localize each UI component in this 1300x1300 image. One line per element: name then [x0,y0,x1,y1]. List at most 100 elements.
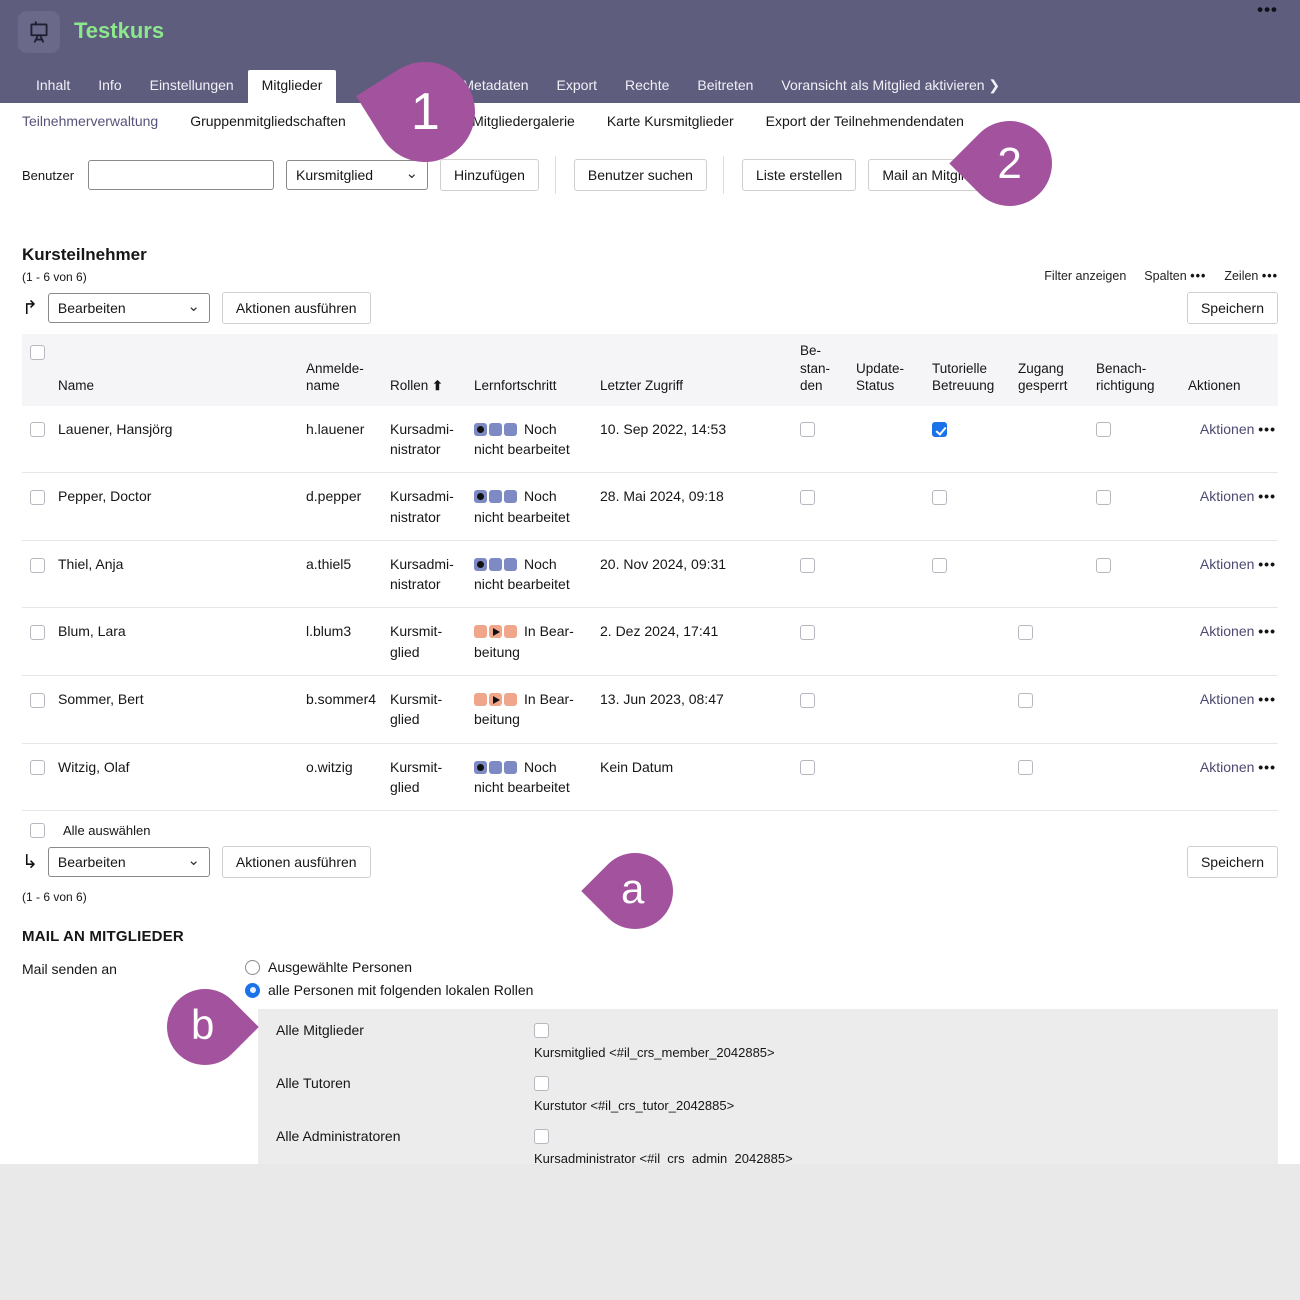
member-role: Kursadmi­nistrator [390,472,474,541]
sort-asc-icon: ⬆ [432,377,443,393]
member-login: a.thiel5 [306,540,390,609]
row-actions-menu-icon[interactable]: ••• [1258,758,1276,775]
row-actions-menu-icon[interactable]: ••• [1258,420,1276,437]
passed-checkbox[interactable] [800,692,815,708]
chevron-down-icon: ⌄ [187,297,200,315]
row-select-checkbox[interactable] [30,490,45,506]
subtab-karte-kursmitglieder[interactable]: Karte Kursmitglieder [606,113,734,129]
row-actions-link[interactable]: Aktionen [1199,691,1255,708]
columns-menu-icon: ••• [1190,269,1207,283]
col-update-status: Update-Status [856,334,932,406]
access-blocked-cell [1018,540,1096,609]
passed-checkbox[interactable] [800,760,815,776]
row-actions-link[interactable]: Aktionen [1199,758,1255,775]
tab-info[interactable]: Info [98,77,122,93]
row-actions-menu-icon[interactable]: ••• [1258,555,1276,572]
table-row: Lauener, Hansjörg h.lauener Kursadmi­nis… [22,405,1278,474]
access-blocked-checkbox[interactable] [1018,760,1033,776]
role-identifier: Kursmitglied <#il_crs_member_2042885> [534,1045,775,1060]
member-login: l.blum3 [306,607,390,677]
page-footer [0,1164,1300,1300]
chevron-down-icon: ⌄ [405,164,419,182]
subtab-export-teilnehmendendaten[interactable]: Export der Teilnehmendendaten [765,113,964,129]
participants-title: Kursteilnehmer [22,245,147,264]
divider [554,156,556,194]
table-row: Blum, Lara l.blum3 Kursmit­glied In Bear… [22,607,1278,677]
notification-checkbox[interactable] [1096,422,1111,438]
table-row: Witzig, Olaf o.witzig Kursmit­glied Noch… [22,743,1278,812]
roles-radio[interactable] [245,982,260,998]
passed-checkbox[interactable] [800,557,815,573]
select-all-bottom-checkbox[interactable] [30,823,45,839]
row-select-checkbox[interactable] [30,692,45,708]
tutor-support-cell [932,675,1018,744]
execute-actions-button-bottom[interactable]: Aktionen ausführen [221,846,371,879]
selected-persons-radio[interactable] [245,959,260,975]
row-actions-link[interactable]: Aktionen [1199,420,1255,437]
show-filter-link[interactable]: Filter anzeigen [1044,269,1127,283]
row-actions-menu-icon[interactable]: ••• [1258,623,1276,640]
learning-progress-cell: In Bear­beitung [474,607,600,677]
row-actions-menu-icon[interactable]: ••• [1258,691,1276,708]
passed-checkbox[interactable] [800,422,815,438]
tutor-support-checkbox[interactable] [932,422,947,438]
row-actions-link[interactable]: Aktionen [1199,623,1255,640]
tab-mitglieder[interactable]: Mitglieder [247,70,337,103]
col-rollen[interactable]: Rollen ⬆ [390,334,474,406]
tab-export[interactable]: Export [556,77,598,93]
row-actions-link[interactable]: Aktionen [1199,555,1255,572]
row-actions-menu-icon[interactable]: ••• [1258,488,1276,505]
role-admins-checkbox[interactable] [534,1128,549,1144]
user-input[interactable] [88,160,275,190]
row-select-checkbox[interactable] [30,422,45,438]
role-select[interactable]: Kursmitglied ⌄ [286,160,429,190]
lp-not-started-icon [474,556,519,572]
role-group: Alle Tutoren Kurstutor <#il_crs_tutor_20… [276,1074,1260,1113]
tab-einstellungen[interactable]: Einstellungen [149,77,234,93]
save-button-top[interactable]: Speichern [1186,292,1278,324]
notification-checkbox[interactable] [1096,557,1111,573]
subtab-gruppenmitgliedschaften[interactable]: Gruppenmitgliedschaften [190,113,346,129]
save-button-bottom[interactable]: Speichern [1186,846,1278,879]
tutor-support-checkbox[interactable] [932,490,947,506]
access-blocked-checkbox[interactable] [1018,625,1033,641]
member-login: b.som­mer4 [306,675,390,744]
lp-in-progress-icon [474,691,519,707]
member-name: Lauener, Hansjörg [58,405,306,474]
role-tutors-checkbox[interactable] [534,1075,549,1091]
subtab-teilnehmerverwaltung[interactable]: Teilnehmerverwaltung [22,113,159,129]
bulk-action-select-bottom[interactable]: Bearbeiten ⌄ [47,847,210,878]
tab-voransicht[interactable]: Voransicht als Mitglied aktivieren ❯ [781,77,1001,93]
subtab-mitgliedergalerie[interactable]: Mitgliedergalerie [472,113,575,129]
header-actions-menu-icon[interactable]: ••• [1257,0,1278,19]
tab-metadaten[interactable]: Metadaten [462,77,529,93]
columns-menu[interactable]: Spalten ••• [1144,269,1207,283]
apply-to-selection-down-icon: ↳ [22,851,38,873]
row-actions-link[interactable]: Aktionen [1199,488,1255,505]
apply-to-selection-up-icon: ↱ [22,297,38,319]
create-list-button[interactable]: Liste erstellen [741,159,857,191]
row-select-checkbox[interactable] [30,557,45,573]
tab-rechte[interactable]: Rechte [625,77,670,93]
selected-persons-label: Ausgewählte Personen [268,959,412,976]
row-select-checkbox[interactable] [30,760,45,776]
course-header: Testkurs ••• Inhalt Info Einstellungen M… [0,0,1300,103]
row-select-checkbox[interactable] [30,625,45,641]
role-group: Alle Administratoren Kursadministrator <… [276,1127,1260,1166]
role-members-checkbox[interactable] [534,1023,549,1038]
access-blocked-checkbox[interactable] [1018,692,1033,708]
passed-checkbox[interactable] [800,490,815,506]
search-users-button[interactable]: Benutzer suchen [573,159,707,191]
tab-beitreten[interactable]: Beitreten [697,77,754,93]
notification-checkbox[interactable] [1096,490,1111,506]
rows-menu[interactable]: Zeilen ••• [1224,269,1278,283]
bulk-action-select-top[interactable]: Bearbeiten ⌄ [47,293,210,323]
tutor-support-checkbox[interactable] [932,557,947,573]
execute-actions-button-top[interactable]: Aktionen ausführen [221,292,371,324]
tab-inhalt[interactable]: Inhalt [36,77,71,93]
add-user-button[interactable]: Hinzufügen [440,159,539,191]
passed-checkbox[interactable] [800,625,815,641]
role-group-label: Alle Administratoren [276,1127,401,1144]
select-all-checkbox[interactable] [30,344,45,360]
update-status-cell [856,472,932,541]
